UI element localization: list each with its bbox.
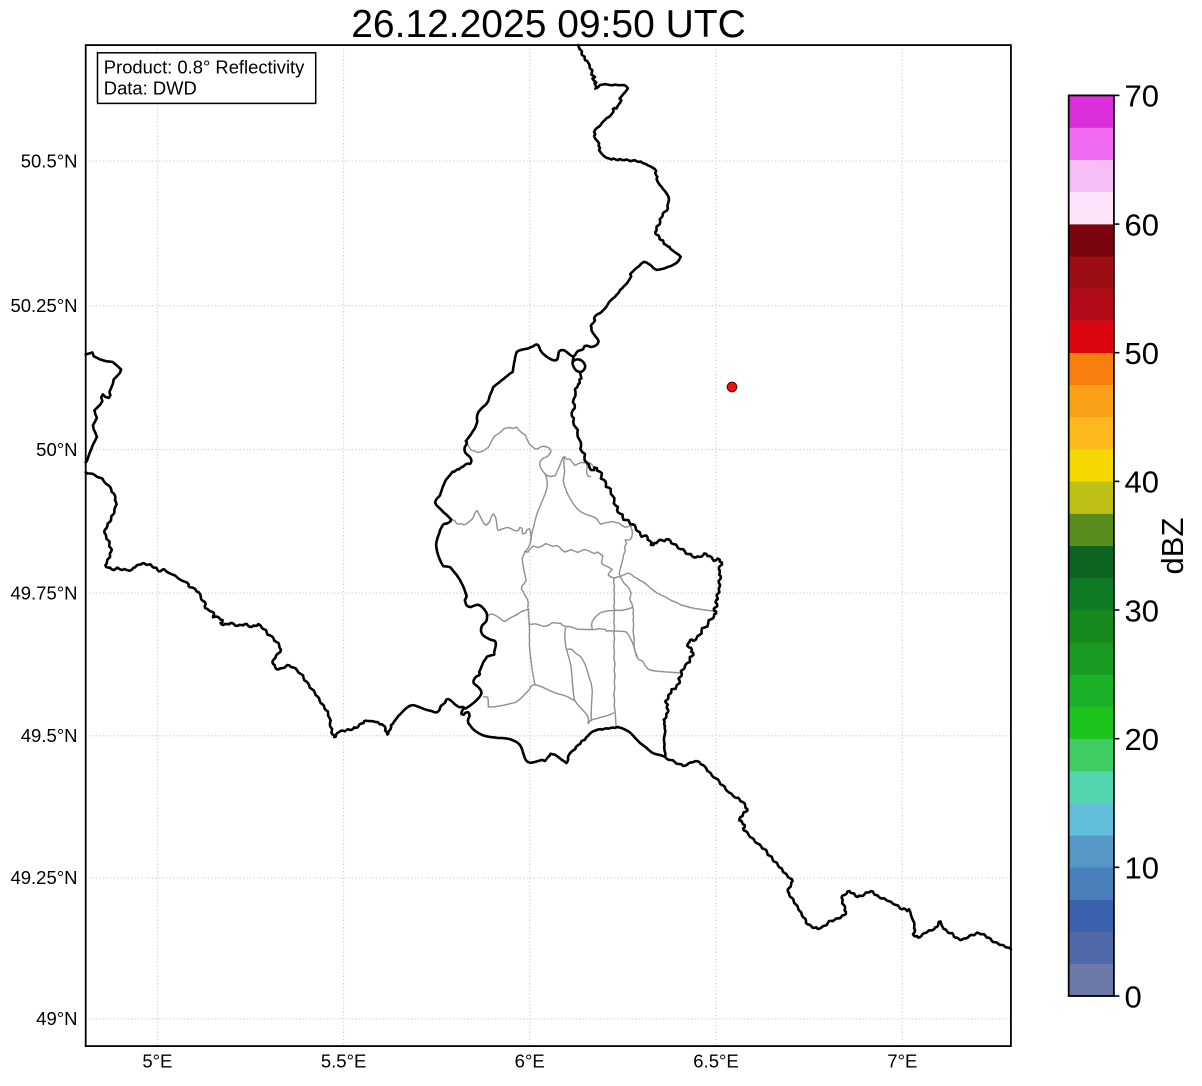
svg-text:60: 60 (1125, 207, 1159, 242)
svg-text:50: 50 (1125, 336, 1159, 371)
svg-text:50.25°N: 50.25°N (10, 295, 77, 316)
svg-text:49.75°N: 49.75°N (10, 582, 77, 603)
svg-text:50°N: 50°N (36, 439, 77, 460)
svg-text:20: 20 (1125, 722, 1159, 757)
svg-text:49.25°N: 49.25°N (10, 867, 77, 888)
svg-text:0: 0 (1125, 979, 1142, 1014)
svg-text:49.5°N: 49.5°N (21, 725, 78, 746)
svg-text:Data: DWD: Data: DWD (104, 78, 197, 99)
svg-text:7°E: 7°E (887, 1051, 917, 1072)
svg-text:6°E: 6°E (515, 1051, 545, 1072)
svg-text:30: 30 (1125, 593, 1159, 628)
svg-text:40: 40 (1125, 465, 1159, 500)
svg-text:Product: 0.8° Reflectivity: Product: 0.8° Reflectivity (104, 56, 305, 77)
svg-text:49°N: 49°N (36, 1008, 77, 1029)
svg-text:10: 10 (1125, 851, 1159, 886)
svg-text:50.5°N: 50.5°N (21, 150, 78, 171)
svg-text:26.12.2025 09:50 UTC: 26.12.2025 09:50 UTC (351, 3, 746, 46)
svg-text:5°E: 5°E (142, 1051, 172, 1072)
svg-text:70: 70 (1125, 79, 1159, 114)
svg-text:5.5°E: 5.5°E (321, 1051, 366, 1072)
svg-text:dBZ: dBZ (1155, 518, 1190, 575)
svg-text:6.5°E: 6.5°E (693, 1051, 738, 1072)
